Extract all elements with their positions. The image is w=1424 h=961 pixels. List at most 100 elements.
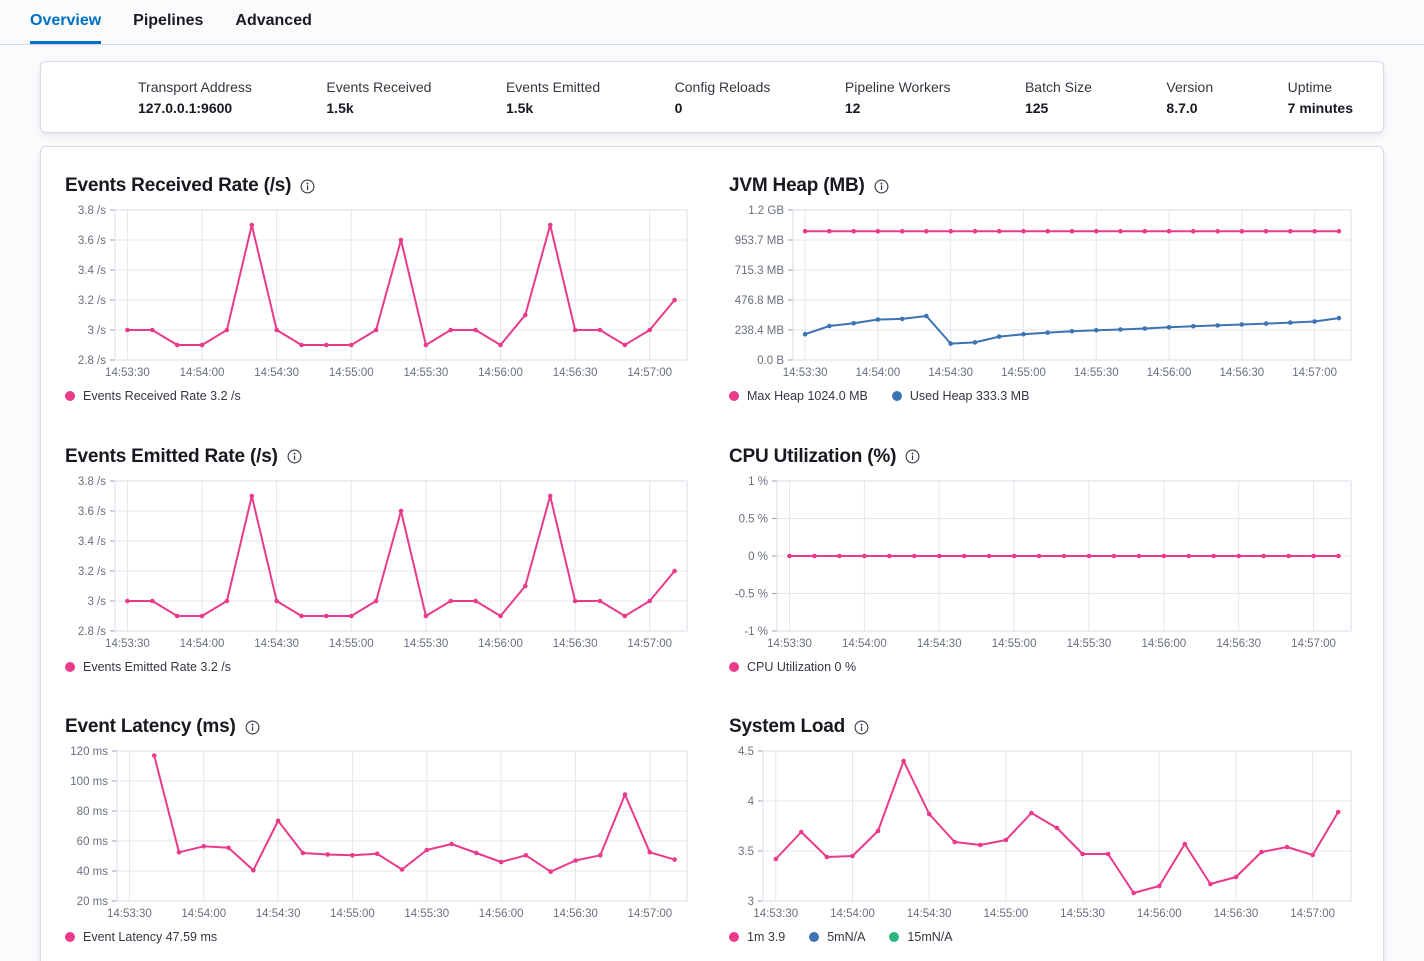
svg-text:14:53:30: 14:53:30	[753, 908, 798, 920]
chart-legend: Events Emitted Rate 3.2 /s	[65, 660, 697, 674]
info-icon[interactable]	[854, 720, 869, 735]
stat-item-version: Version 8.7.0	[1166, 77, 1213, 118]
svg-text:4.5: 4.5	[738, 746, 754, 758]
legend-item[interactable]: Event Latency 47.59 ms	[65, 930, 217, 944]
legend-label: Events Emitted Rate 3.2 /s	[83, 659, 231, 674]
legend-item[interactable]: Events Emitted Rate 3.2 /s	[65, 660, 231, 674]
chart-title-row: Events Received Rate (/s)	[65, 173, 697, 199]
series-line	[153, 754, 676, 874]
svg-text:3.6 /s: 3.6 /s	[78, 235, 106, 247]
legend-item[interactable]: 1m 3.9	[729, 930, 785, 944]
legend-label: Event Latency 47.59 ms	[83, 930, 218, 945]
svg-text:14:55:30: 14:55:30	[1067, 638, 1112, 650]
svg-text:3.2 /s: 3.2 /s	[78, 295, 106, 307]
info-icon[interactable]	[874, 179, 889, 194]
svg-text:14:56:30: 14:56:30	[553, 908, 598, 920]
svg-text:14:54:00: 14:54:00	[856, 367, 901, 379]
legend-dot	[729, 391, 739, 401]
svg-text:-0.5 %: -0.5 %	[735, 588, 768, 600]
svg-text:0 %: 0 %	[748, 551, 768, 563]
svg-text:14:56:30: 14:56:30	[553, 638, 598, 650]
stat-item-transport-address: Transport Address 127.0.0.1:9600	[138, 77, 252, 118]
legend-dot	[891, 391, 902, 401]
svg-text:715.3 MB: 715.3 MB	[735, 265, 785, 277]
legend-dot	[65, 391, 75, 401]
stat-value: 12	[844, 99, 861, 116]
stat-item-events-received: Events Received 1.5k	[326, 77, 431, 118]
legend-label: Max Heap 1024.0 MB	[747, 389, 868, 403]
svg-text:14:53:30: 14:53:30	[767, 638, 812, 650]
info-icon[interactable]	[905, 449, 920, 464]
chart-events-received-rate: Events Received Rate (/s) 3.8 /s 3.6 /s 3.4…	[65, 173, 697, 410]
svg-text:14:56:00: 14:56:00	[478, 367, 523, 379]
chart-legend: CPU Utilization 0 %	[729, 660, 1361, 674]
jvm-heap-plot-area: 1.2 GB 953.7 MB 715.3 MB 476.8 MB 238.4 MB 0.…	[735, 205, 1352, 379]
stat-item-pipeline-workers: Pipeline Workers 12	[845, 77, 951, 118]
legend-dot	[729, 661, 739, 672]
svg-text:14:55:00: 14:55:00	[329, 367, 374, 379]
events-received-rate-plot-area: 3.8 /s 3.6 /s 3.4 /s 3.2 /s 3 /s 2.8 /s14:53:…	[78, 205, 688, 379]
legend-label: Events Received Rate 3.2 /s	[83, 389, 241, 403]
stat-value: 125	[1024, 99, 1049, 116]
legend-item[interactable]: Used Heap 333.3 MB	[891, 389, 1029, 403]
svg-text:2.8 /s: 2.8 /s	[78, 626, 106, 638]
svg-text:0.5 %: 0.5 %	[739, 513, 768, 525]
stat-value: 0	[674, 99, 683, 116]
stat-value: 1.5k	[326, 99, 354, 116]
svg-text:14:54:30: 14:54:30	[917, 638, 962, 650]
svg-text:14:56:30: 14:56:30	[1216, 638, 1261, 650]
chart-legend: 1m 3.9 5mN/A 15mN/A	[729, 930, 1361, 944]
svg-text:3.2 /s: 3.2 /s	[78, 566, 106, 578]
info-icon[interactable]	[300, 179, 315, 194]
info-icon[interactable]	[287, 449, 302, 464]
chart-title: Events Received Rate (/s)	[65, 175, 292, 196]
series-line	[126, 494, 676, 617]
svg-text:0.0 B: 0.0 B	[757, 355, 784, 367]
stat-value: 127.0.0.1:9600	[138, 99, 233, 116]
svg-text:60 ms: 60 ms	[77, 836, 109, 848]
tab-overview[interactable]: Overview	[30, 12, 102, 44]
event-latency-plot-area: 120 ms 100 ms 80 ms 60 ms 40 ms 20 ms14:53:30…	[70, 746, 688, 920]
chart-title: Event Latency (ms)	[65, 716, 236, 738]
svg-text:14:55:30: 14:55:30	[1060, 908, 1105, 920]
svg-text:14:57:00: 14:57:00	[627, 638, 672, 650]
events-emitted-rate-plot-area: 3.8 /s 3.6 /s 3.4 /s 3.2 /s 3 /s 2.8 /s14:53:…	[78, 476, 688, 650]
chart-title: JVM Heap (MB)	[729, 175, 865, 196]
svg-text:3.5: 3.5	[738, 846, 754, 858]
legend-item[interactable]: 5mN/A	[809, 930, 865, 944]
stat-label: Pipeline Workers	[844, 78, 951, 95]
svg-text:14:54:30: 14:54:30	[254, 367, 299, 379]
svg-text:14:55:00: 14:55:00	[1001, 367, 1046, 379]
svg-text:3.4 /s: 3.4 /s	[78, 536, 106, 548]
svg-text:3 /s: 3 /s	[87, 325, 106, 337]
svg-text:1 %: 1 %	[748, 476, 768, 488]
legend-item[interactable]: Max Heap 1024.0 MB	[729, 389, 868, 403]
stat-label: Batch Size	[1024, 78, 1092, 95]
legend-item[interactable]: Events Received Rate 3.2 /s	[65, 389, 241, 403]
svg-text:14:53:30: 14:53:30	[105, 638, 150, 650]
chart-event-latency: Event Latency (ms) 120 ms 100 ms 80 ms 60 ms…	[65, 714, 697, 951]
legend-item[interactable]: CPU Utilization 0 %	[729, 660, 856, 674]
svg-text:1.2 GB: 1.2 GB	[748, 205, 784, 217]
info-icon[interactable]	[245, 720, 260, 735]
svg-text:14:54:00: 14:54:00	[842, 638, 887, 650]
stat-item-config-reloads: Config Reloads 0	[675, 77, 771, 118]
chart-title-row: System Load	[729, 714, 1361, 740]
svg-text:3.4 /s: 3.4 /s	[78, 265, 106, 277]
legend-item[interactable]: 15mN/A	[889, 930, 953, 944]
svg-text:80 ms: 80 ms	[77, 806, 109, 818]
svg-text:14:54:00: 14:54:00	[180, 367, 225, 379]
chart-title: Events Emitted Rate (/s)	[65, 445, 278, 467]
tab-advanced[interactable]: Advanced	[235, 12, 312, 29]
legend-dot	[65, 932, 75, 943]
svg-text:14:56:00: 14:56:00	[1147, 367, 1192, 379]
svg-text:14:57:00: 14:57:00	[627, 908, 672, 920]
legend-dot	[729, 932, 739, 943]
tab-pipelines[interactable]: Pipelines	[133, 12, 204, 29]
chart-title: System Load	[729, 716, 846, 738]
svg-text:14:56:30: 14:56:30	[1219, 367, 1264, 379]
legend-label: CPU Utilization 0 %	[747, 659, 857, 674]
svg-text:40 ms: 40 ms	[77, 866, 109, 878]
svg-text:14:56:00: 14:56:00	[479, 908, 524, 920]
stat-label: Transport Address	[138, 78, 252, 95]
